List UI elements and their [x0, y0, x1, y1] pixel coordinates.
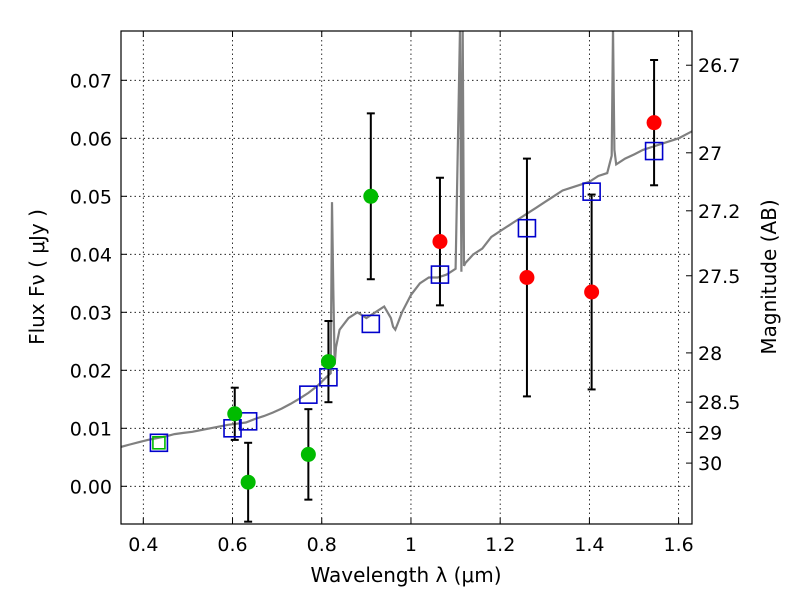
right-tick-label: 28.5 [698, 392, 740, 414]
model-spectrum-line [121, 31, 692, 448]
ticks: 0.4 0.6 0.8 1 1.2 1.4 1.6 0.00 0.01 0.02 0.03 0.04 0… [70, 31, 740, 556]
x-tick-label: 0.6 [217, 534, 247, 556]
y-tick-label: 0.05 [70, 186, 112, 208]
model-point [361, 314, 381, 334]
model-point [644, 141, 664, 161]
grid [121, 31, 692, 524]
y-axis-title: Flux Fν ( μJy ) [25, 209, 49, 345]
hst-point [320, 354, 336, 370]
right-tick-label: 27 [698, 143, 722, 165]
x-tick-label: 1.4 [574, 534, 604, 556]
hst-point [152, 435, 166, 450]
red-point [646, 115, 662, 131]
model-point [582, 182, 601, 201]
right-tick-label: 28 [698, 343, 722, 365]
hst-point [240, 474, 256, 490]
x-axis-title: Wavelength λ (μm) [310, 563, 501, 587]
x-tick-label: 1.2 [485, 534, 515, 556]
plot-content [121, 31, 692, 523]
y-tick-label: 0.00 [70, 476, 112, 498]
x-tick-label: 0.4 [128, 534, 158, 556]
x-tick-label: 0.8 [307, 534, 337, 556]
right-tick-label: 29 [698, 422, 722, 444]
y-tick-label: 0.04 [70, 244, 112, 266]
hst-point [363, 188, 379, 204]
model-point [238, 412, 258, 431]
red-point [432, 234, 448, 250]
red-point [519, 270, 535, 285]
hst-point [227, 406, 243, 422]
model-point [430, 265, 450, 284]
x-tick-label: 1 [405, 534, 417, 556]
y-tick-label: 0.03 [70, 302, 112, 324]
y-tick-label: 0.06 [70, 128, 112, 150]
plot-background [121, 31, 692, 524]
model-point [517, 218, 537, 238]
right-tick-label: 27.2 [698, 201, 740, 223]
plot-frame [120, 30, 693, 525]
detections [152, 115, 662, 490]
y-tick-label: 0.01 [70, 418, 112, 440]
model-points [149, 141, 664, 453]
right-axis-title: Magnitude (AB) [757, 199, 781, 354]
y-tick-label: 0.07 [70, 70, 112, 92]
y-tick-label: 0.02 [70, 360, 112, 382]
x-tick-label: 1.6 [664, 534, 694, 556]
hst-point [300, 446, 316, 462]
right-tick-label: 27.5 [698, 266, 740, 288]
right-tick-label: 26.7 [698, 55, 740, 77]
right-tick-label: 30 [698, 453, 722, 475]
model-point [299, 385, 318, 404]
red-point [584, 284, 600, 300]
model-point [149, 433, 169, 453]
